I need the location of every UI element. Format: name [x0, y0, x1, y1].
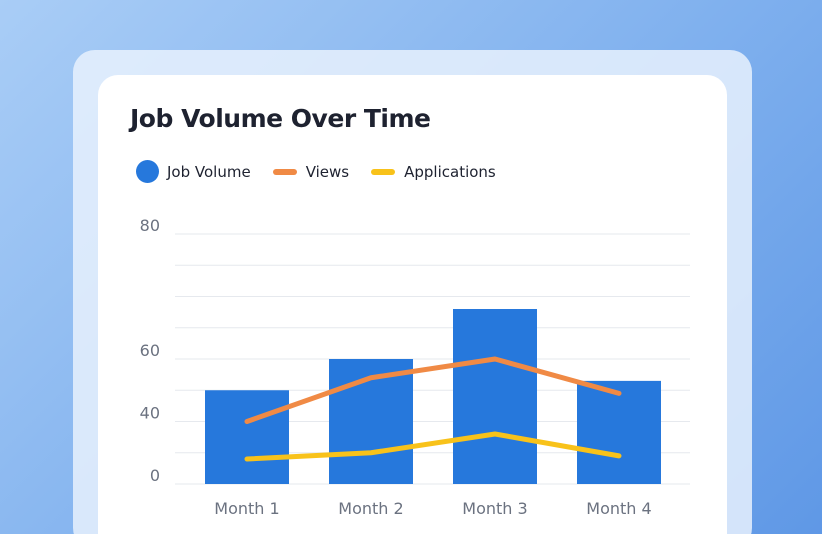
legend-item-views[interactable]: Views: [272, 162, 350, 181]
y-tick-label: 60: [140, 341, 160, 360]
x-tick-label: Month 4: [586, 499, 651, 518]
bar: [453, 309, 537, 484]
legend-marker-line: [272, 168, 297, 175]
bar: [577, 380, 661, 484]
y-tick-label: 0: [150, 466, 160, 485]
legend-label: Applications: [404, 162, 496, 181]
series-line: [244, 431, 622, 462]
legend-marker-line: [371, 168, 396, 175]
chart-title: Job Volume Over Time: [130, 104, 431, 133]
x-axis-ticks: Month 1 Month 2 Month 3 Month 4: [214, 499, 651, 518]
lines: [244, 356, 622, 462]
x-tick-label: Month 2: [338, 499, 403, 518]
y-axis-ticks: 0 40 60 80: [140, 216, 160, 485]
y-tick-label: 80: [140, 216, 160, 235]
y-tick-label: 40: [140, 404, 160, 423]
legend-item-job-volume[interactable]: Job Volume: [136, 160, 251, 183]
legend-item-applications[interactable]: Applications: [371, 163, 496, 181]
chart-legend: Job Volume Views Applications: [136, 160, 518, 183]
legend-label: Views: [305, 162, 350, 181]
legend-marker-circle: [136, 160, 159, 183]
x-tick-label: Month 1: [214, 499, 279, 518]
series-line: [244, 356, 622, 424]
legend-label: Job Volume: [167, 162, 251, 181]
bar: [205, 390, 289, 484]
x-tick-label: Month 3: [462, 499, 527, 518]
